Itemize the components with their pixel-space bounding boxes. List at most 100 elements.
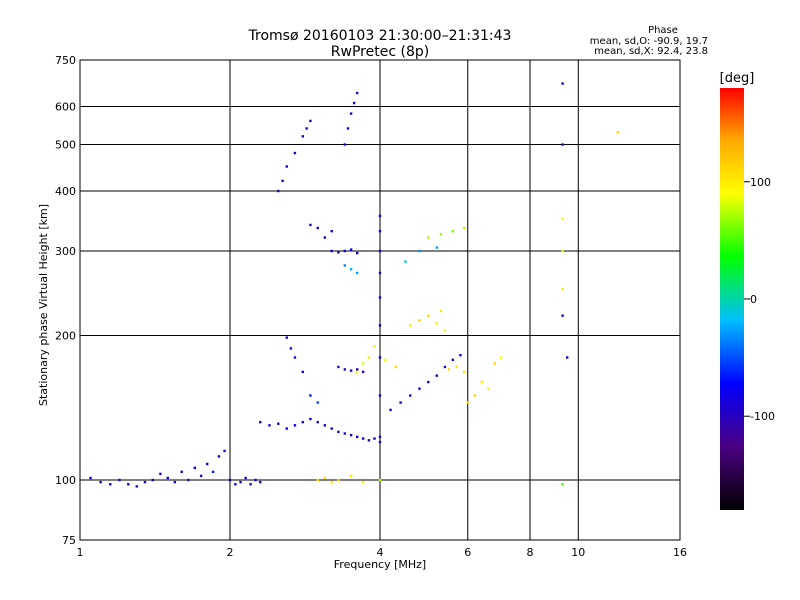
data-point	[143, 480, 147, 484]
data-point	[205, 462, 209, 466]
data-point	[293, 356, 297, 359]
data-point	[361, 480, 365, 484]
data-point	[193, 466, 197, 470]
data-point	[316, 401, 319, 404]
data-point	[199, 474, 203, 478]
data-point	[499, 356, 503, 359]
data-point	[309, 417, 312, 421]
y-tick-label: 500	[55, 139, 76, 152]
data-point	[281, 179, 284, 183]
y-axis-label: Stationary phase Virtual Height [km]	[37, 204, 50, 406]
data-point	[259, 420, 262, 424]
data-points	[89, 82, 619, 488]
colorbar-label: [deg]	[720, 71, 755, 86]
colorbar-tick-label: 100	[750, 176, 771, 189]
data-point	[378, 271, 382, 275]
data-point	[285, 427, 288, 430]
data-point	[451, 229, 455, 233]
data-point	[316, 478, 319, 482]
data-point	[289, 347, 293, 350]
data-point	[473, 394, 477, 397]
data-point	[293, 151, 297, 155]
data-point	[427, 380, 430, 384]
colorbar-tick-labels: 100 0 -100	[744, 176, 775, 423]
data-point	[455, 365, 458, 369]
data-point	[561, 217, 564, 221]
data-point	[316, 420, 319, 424]
y-tick-labels: 75 100 200 300 400 500 600 750	[55, 54, 76, 547]
data-point	[109, 483, 112, 486]
y-tick-label: 75	[62, 534, 76, 547]
phase-box-o: mean, sd,O: -90.9, 19.7	[590, 36, 708, 47]
data-point	[378, 394, 382, 397]
data-point	[330, 229, 333, 233]
phase-box-title: Phase	[648, 25, 678, 36]
data-point	[378, 324, 382, 327]
phase-box-x: mean, sd,X: 92.4, 23.8	[594, 46, 708, 57]
x-tick-label: 6	[464, 546, 471, 559]
data-point	[373, 437, 376, 440]
data-point	[151, 478, 155, 482]
data-point	[355, 435, 359, 439]
data-point	[378, 214, 382, 218]
data-point	[316, 226, 319, 230]
data-point	[384, 358, 387, 362]
data-point	[277, 422, 280, 425]
data-point	[487, 387, 490, 390]
data-point	[349, 267, 353, 271]
chart-subtitle: RwPretec (8p)	[331, 44, 429, 60]
data-point	[355, 251, 359, 255]
data-point	[127, 483, 130, 486]
data-point	[349, 248, 353, 251]
data-point	[378, 435, 382, 439]
data-point	[435, 322, 438, 325]
data-point	[355, 91, 359, 95]
data-point	[330, 249, 333, 253]
data-point	[459, 353, 462, 357]
x-tick-label: 1	[77, 546, 84, 559]
data-point	[447, 368, 451, 371]
data-point	[394, 365, 397, 369]
data-point	[466, 401, 469, 404]
y-tick-label: 750	[55, 54, 76, 67]
data-point	[439, 233, 443, 236]
data-point	[173, 480, 177, 484]
data-point	[480, 380, 483, 384]
data-point	[301, 135, 305, 138]
data-point	[346, 127, 350, 130]
grid-lines	[79, 59, 681, 541]
data-point	[435, 246, 438, 249]
data-point	[323, 424, 327, 427]
data-point	[451, 358, 455, 362]
data-point	[323, 476, 327, 480]
data-point	[89, 476, 92, 480]
data-point	[180, 470, 183, 474]
data-point	[337, 430, 340, 434]
y-tick-label: 600	[55, 101, 76, 114]
x-tick-label: 8	[527, 546, 534, 559]
data-point	[378, 249, 382, 253]
data-point	[409, 324, 412, 327]
data-point	[285, 165, 288, 168]
data-point	[309, 394, 312, 397]
data-point	[166, 476, 169, 480]
data-point	[293, 424, 297, 427]
data-point	[561, 249, 564, 253]
data-point	[367, 356, 371, 359]
plot-frame	[79, 59, 681, 541]
data-point	[355, 368, 359, 371]
data-point	[352, 101, 356, 105]
data-point	[349, 474, 353, 478]
data-point	[159, 472, 162, 476]
data-point	[343, 249, 347, 253]
data-point	[305, 127, 308, 130]
data-point	[244, 476, 247, 480]
chart-title: Tromsø 20160103 21:30:00–21:31:43	[248, 28, 512, 44]
data-point	[616, 131, 619, 134]
data-point	[343, 368, 347, 371]
data-point	[373, 345, 376, 348]
data-point	[409, 394, 412, 397]
data-point	[277, 189, 280, 193]
data-point	[443, 365, 447, 369]
data-point	[418, 387, 421, 390]
